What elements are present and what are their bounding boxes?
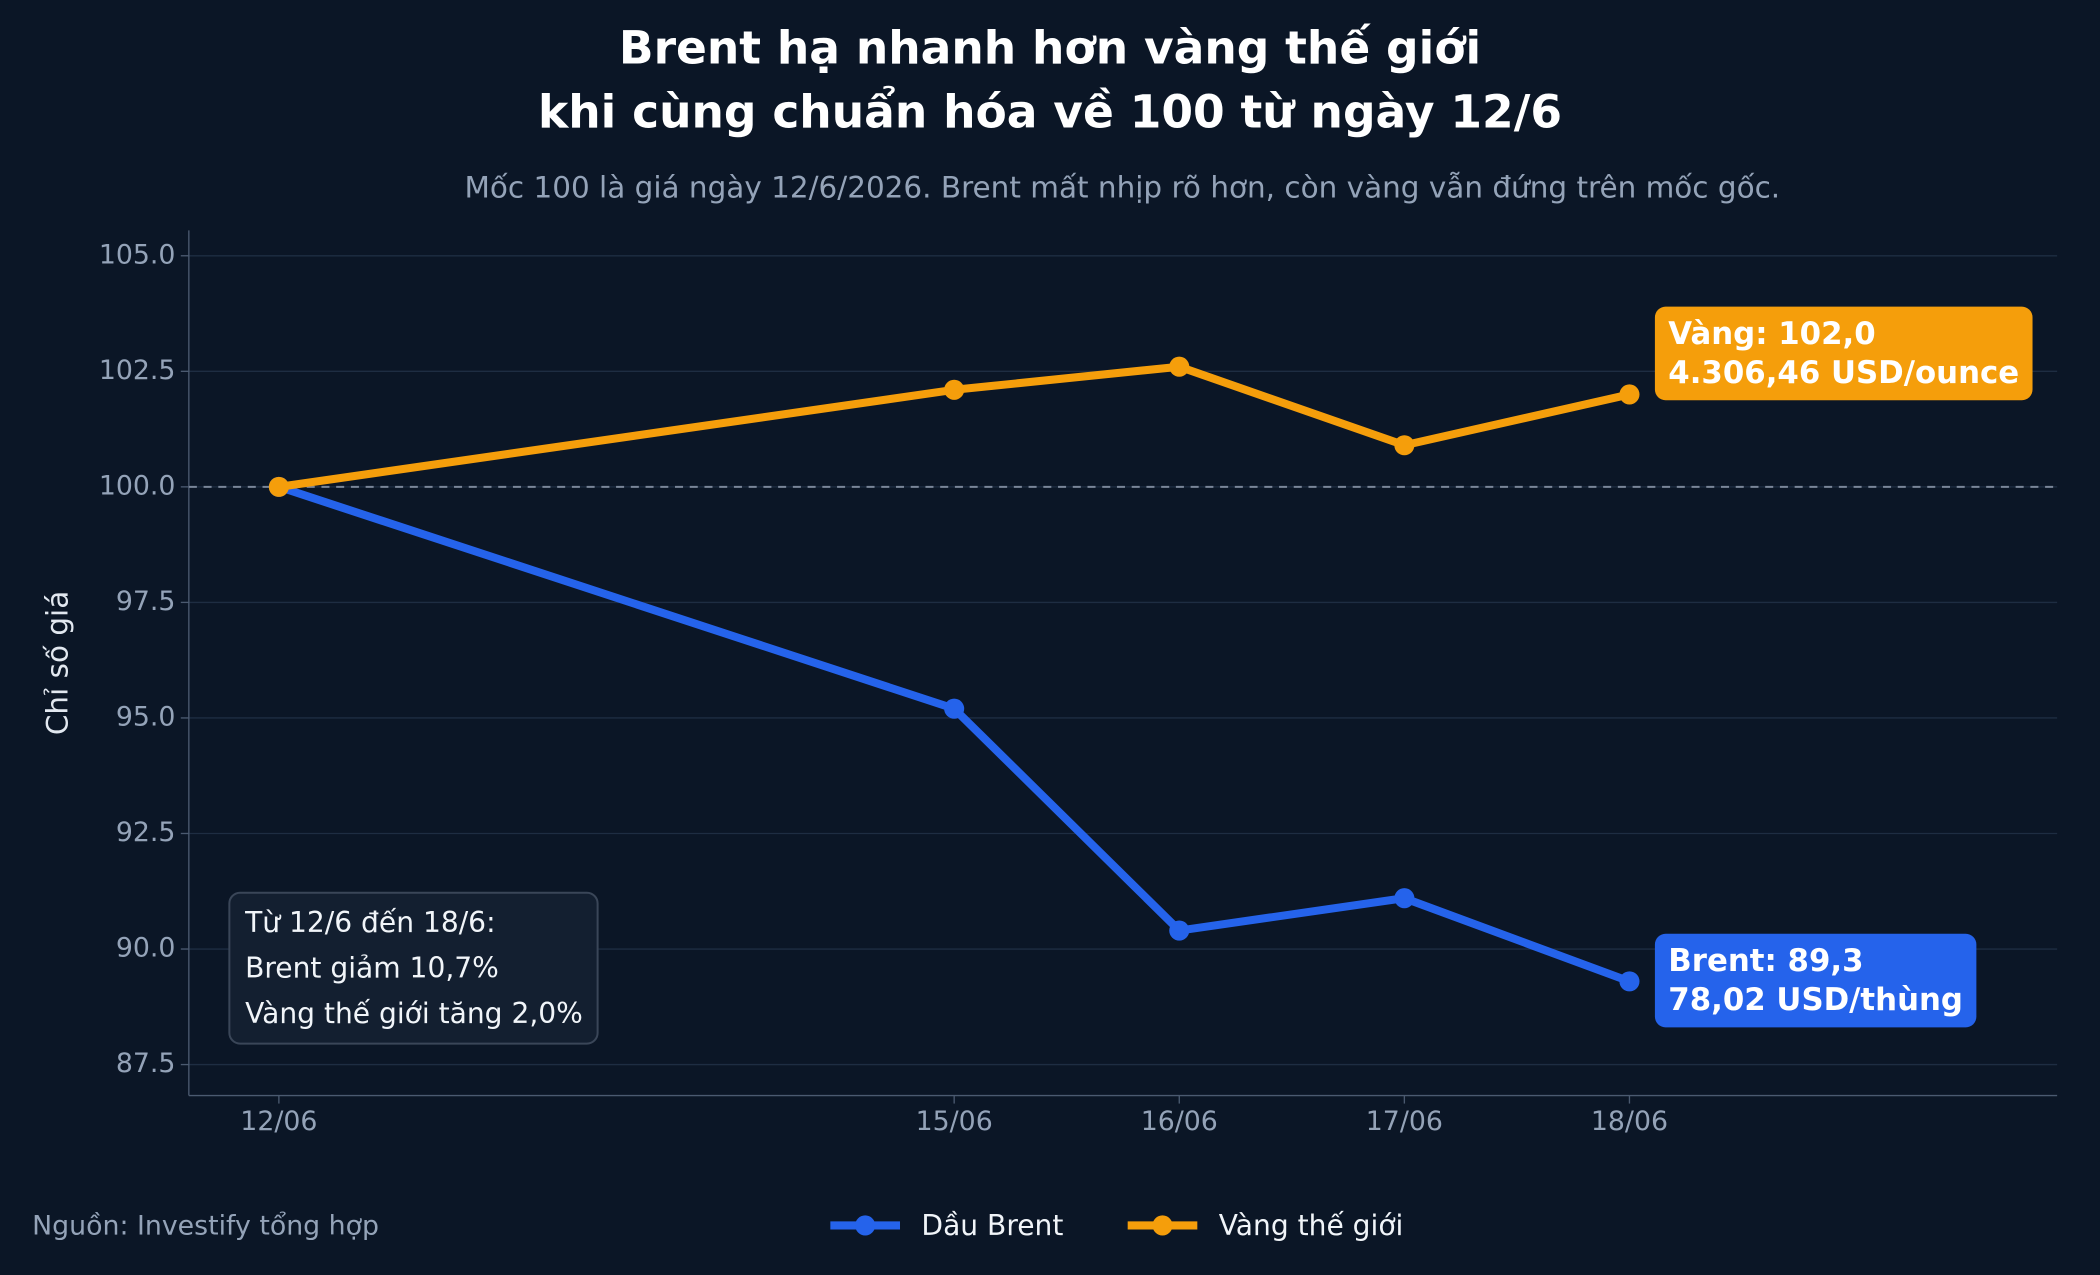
end-label-background xyxy=(1654,306,2033,401)
note-box: Từ 12/6 đến 18/6: Brent giảm 10,7% Vàng th… xyxy=(228,891,599,1045)
source: Nguồn: Investify tổng hợp xyxy=(32,1210,379,1241)
legend-label: Vàng thế giới xyxy=(1219,1209,1404,1242)
end-label-text: 4.306,46 USD/ounce xyxy=(1668,355,2019,391)
y-axis-label: Chỉ số giá xyxy=(40,591,74,735)
data-point xyxy=(944,379,965,400)
end-label-text: 78,02 USD/thùng xyxy=(1668,982,1963,1018)
x-tick-label: 17/06 xyxy=(1366,1106,1443,1137)
legend-marker xyxy=(1152,1215,1173,1236)
legend-marker xyxy=(855,1215,876,1236)
end-label: Brent: 89,378,02 USD/thùng xyxy=(1654,933,1977,1028)
data-point xyxy=(1394,888,1415,909)
y-tick-label: 105.0 xyxy=(99,239,176,270)
x-tick-label: 18/06 xyxy=(1591,1106,1668,1137)
y-tick-label: 90.0 xyxy=(116,933,176,964)
note-background xyxy=(228,891,599,1045)
chart-subtitle: Mốc 100 là giá ngày 12/6/2026. Brent mất… xyxy=(464,170,1780,204)
note-text: Brent giảm 10,7% xyxy=(245,952,499,985)
x-tick-label: 16/06 xyxy=(1141,1106,1218,1137)
x-tick-label: 15/06 xyxy=(916,1106,993,1137)
end-label: Vàng: 102,04.306,46 USD/ounce xyxy=(1654,306,2033,401)
y-tick-label: 95.0 xyxy=(116,701,176,732)
end-label-text: Brent: 89,3 xyxy=(1668,943,1863,979)
data-point xyxy=(1619,971,1640,992)
note-text: Vàng thế giới tăng 2,0% xyxy=(245,997,583,1030)
data-point xyxy=(1169,920,1190,941)
data-point xyxy=(1619,384,1640,405)
legend-label: Dầu Brent xyxy=(921,1209,1063,1242)
y-tick-label: 102.5 xyxy=(99,355,176,386)
data-point xyxy=(1394,435,1415,456)
end-label-background xyxy=(1654,933,1977,1028)
data-point xyxy=(944,698,965,719)
data-point xyxy=(1169,356,1190,377)
y-tick-label: 97.5 xyxy=(116,586,176,617)
end-label-text: Vàng: 102,0 xyxy=(1668,316,1875,352)
y-tick-label: 87.5 xyxy=(116,1048,176,1079)
chart-title: Brent hạ nhanh hơn vàng thế giới xyxy=(619,21,1481,74)
y-tick-label: 92.5 xyxy=(116,817,176,848)
data-point xyxy=(268,476,289,497)
note-text: Từ 12/6 đến 18/6: xyxy=(244,906,495,939)
chart-title: khi cùng chuẩn hóa về 100 từ ngày 12/6 xyxy=(538,85,1562,139)
x-tick-label: 12/06 xyxy=(240,1106,317,1137)
y-tick-label: 100.0 xyxy=(99,470,176,501)
